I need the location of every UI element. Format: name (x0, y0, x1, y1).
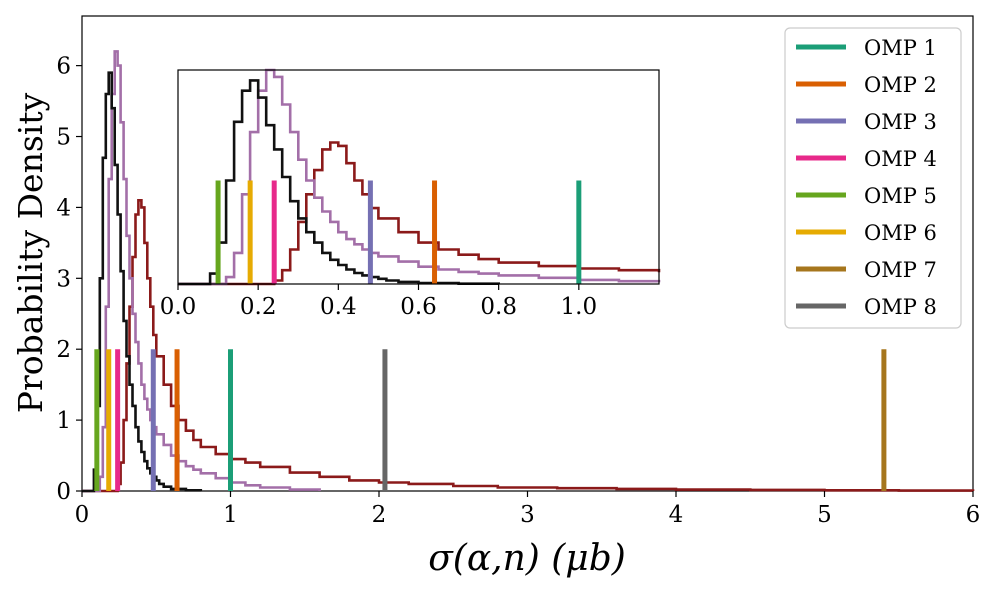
inset-x-tick-label: 0.4 (320, 294, 357, 320)
main-y-tick-label: 1 (56, 408, 71, 434)
main-hist-black-distribution (82, 71, 203, 493)
legend-label-omp-4: OMP 4 (864, 147, 937, 171)
main-x-tick-label: 4 (669, 502, 684, 528)
inset-hist-dark-red-distribution (178, 141, 661, 286)
main-x-tick-label: 0 (75, 502, 90, 528)
inset-hist-black-distribution (178, 79, 500, 286)
main-histograms (82, 50, 975, 493)
main-y-tick-label: 4 (56, 195, 71, 221)
legend-label-omp-5: OMP 5 (864, 184, 937, 208)
main-y-ticks: 0 1 2 3 4 5 6 (56, 54, 82, 505)
main-y-tick-label: 6 (56, 54, 71, 80)
main-omp-lines (94, 349, 887, 491)
main-x-tick-label: 1 (223, 502, 238, 528)
inset-x-tick-label: 0.0 (160, 294, 197, 320)
legend-label-omp-8: OMP 8 (864, 295, 937, 319)
inset-hist-purple-distribution (178, 68, 661, 286)
main-x-tick-label: 3 (520, 502, 535, 528)
inset-x-tick-label: 1.0 (561, 294, 598, 320)
legend-label-omp-2: OMP 2 (864, 73, 937, 97)
main-x-tick-label: 5 (817, 502, 832, 528)
legend-label-omp-7: OMP 7 (864, 258, 937, 282)
main-x-ticks: 0 1 2 3 4 5 6 (75, 491, 981, 528)
main-y-tick-label: 2 (56, 337, 71, 363)
main-x-tick-label: 6 (966, 502, 981, 528)
main-plot-area: 0 1 2 3 4 5 6 0 1 2 3 4 5 6 (56, 15, 981, 528)
inset-histograms (178, 68, 661, 286)
legend: OMP 1 OMP 2 OMP 3 OMP 4 OMP 5 OMP 6 OMP 7 OMP 8 (784, 27, 962, 329)
main-x-tick-label: 2 (372, 502, 387, 528)
inset-x-tick-label: 0.8 (480, 294, 517, 320)
legend-label-omp-6: OMP 6 (864, 221, 937, 245)
main-y-tick-label: 3 (56, 266, 71, 292)
legend-label-omp-3: OMP 3 (864, 110, 937, 134)
legend-box (784, 27, 962, 329)
inset-x-tick-label: 0.2 (240, 294, 277, 320)
inset-plot-area: 0.0 0.2 0.4 0.6 0.8 1.0 (160, 68, 661, 320)
main-y-tick-label: 0 (56, 479, 71, 505)
inset-omp-lines (215, 180, 582, 284)
inset-x-ticks: 0.0 0.2 0.4 0.6 0.8 1.0 (160, 284, 597, 320)
inset-x-tick-label: 0.6 (400, 294, 437, 320)
main-hist-dark-red-distribution (82, 199, 975, 493)
legend-label-omp-1: OMP 1 (864, 36, 937, 60)
y-axis-title: Probability Density (11, 92, 50, 413)
main-y-tick-label: 5 (56, 125, 71, 151)
x-axis-title: σ(α,n) (μb) (428, 538, 626, 579)
